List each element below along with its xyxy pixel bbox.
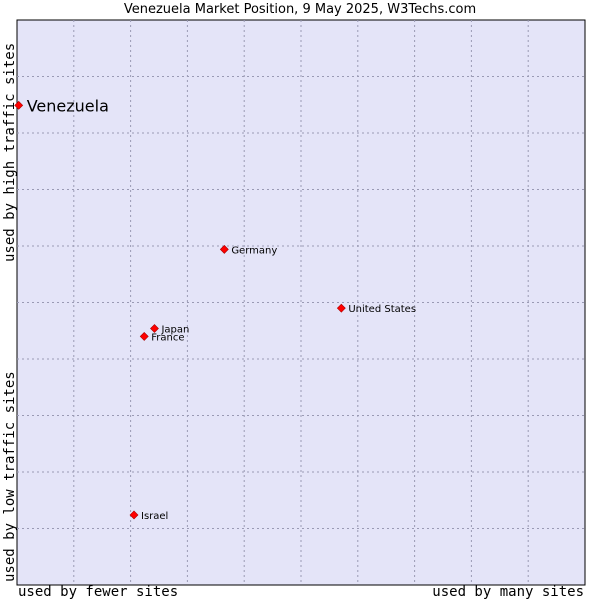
data-point-israel <box>129 510 139 520</box>
chart-title: Venezuela Market Position, 9 May 2025, W… <box>123 2 477 17</box>
y-axis-label-bottom: used by low traffic sites <box>2 371 18 582</box>
data-label-germany: Germany <box>231 245 277 256</box>
data-point-germany <box>219 244 229 254</box>
y-axis-label-top: used by high traffic sites <box>2 42 18 262</box>
data-label-japan: Japan <box>160 324 189 335</box>
data-point-japan <box>150 324 159 333</box>
x-axis-label-left: used by fewer sites <box>18 584 179 600</box>
x-axis-label-right: used by many sites <box>432 584 584 600</box>
data-label-venezuela: Venezuela <box>27 96 109 115</box>
data-label-united-states: United States <box>348 304 416 315</box>
data-label-france: France <box>151 332 184 343</box>
data-label-israel: Israel <box>141 511 168 522</box>
data-point-france <box>139 331 149 341</box>
data-point-united-states <box>336 303 346 313</box>
data-point-venezuela <box>14 100 24 110</box>
